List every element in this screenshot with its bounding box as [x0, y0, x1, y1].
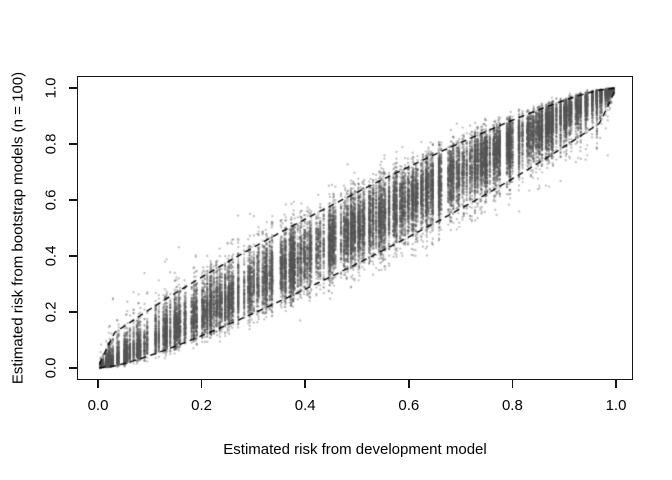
- x-axis-tick: [615, 380, 617, 388]
- y-axis-tick-label: 1.0: [42, 77, 60, 99]
- y-axis-tick: [69, 143, 77, 145]
- y-axis-tick-label: 0.2: [42, 301, 60, 323]
- y-axis-tick-label: 0.8: [42, 133, 60, 155]
- y-axis-tick: [69, 199, 77, 201]
- y-axis-title: Estimated risk from bootstrap models (n …: [9, 71, 27, 385]
- x-axis-tick-label: 0.2: [191, 397, 213, 414]
- x-axis-tick-label: 0.4: [294, 397, 316, 414]
- x-axis-tick-label: 0.6: [398, 397, 420, 414]
- y-axis-tick: [69, 311, 77, 313]
- x-axis-tick: [511, 380, 514, 388]
- plot-box: [77, 76, 633, 380]
- x-axis-tick-label: 1.0: [605, 397, 627, 414]
- y-axis-tick-label: 0.0: [42, 357, 60, 379]
- x-axis-tick-label: 0.0: [87, 397, 109, 414]
- y-axis-tick: [69, 255, 77, 257]
- x-axis-title: Estimated risk from development model: [223, 441, 487, 458]
- y-axis-tick-label: 0.6: [42, 189, 60, 211]
- x-axis-tick-label: 0.8: [501, 397, 523, 414]
- y-axis-tick: [69, 87, 77, 89]
- x-axis-tick: [97, 380, 99, 388]
- x-axis-tick: [304, 380, 306, 388]
- x-axis-tick: [200, 380, 203, 388]
- y-axis-tick-label: 0.4: [42, 245, 60, 267]
- y-axis-tick: [69, 367, 77, 369]
- x-axis-tick: [408, 380, 410, 388]
